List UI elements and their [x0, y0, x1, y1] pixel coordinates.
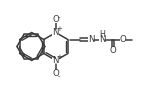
Bar — [110, 47, 116, 53]
Text: +: + — [56, 54, 62, 60]
Text: N: N — [88, 35, 95, 44]
Bar — [88, 36, 95, 43]
Text: O: O — [120, 35, 127, 44]
Bar — [53, 17, 59, 23]
Text: N: N — [53, 28, 59, 37]
Bar — [120, 36, 126, 43]
Bar — [53, 70, 59, 76]
Text: -: - — [57, 14, 60, 20]
Text: N: N — [99, 35, 105, 44]
Text: H: H — [99, 30, 105, 39]
Text: -: - — [57, 73, 60, 79]
Text: O: O — [52, 16, 59, 24]
Text: O: O — [110, 46, 117, 55]
Text: N: N — [53, 56, 59, 65]
Text: O: O — [52, 69, 59, 77]
Bar — [99, 36, 105, 43]
Bar — [52, 57, 59, 64]
Bar — [52, 29, 59, 36]
Text: +: + — [56, 26, 62, 32]
